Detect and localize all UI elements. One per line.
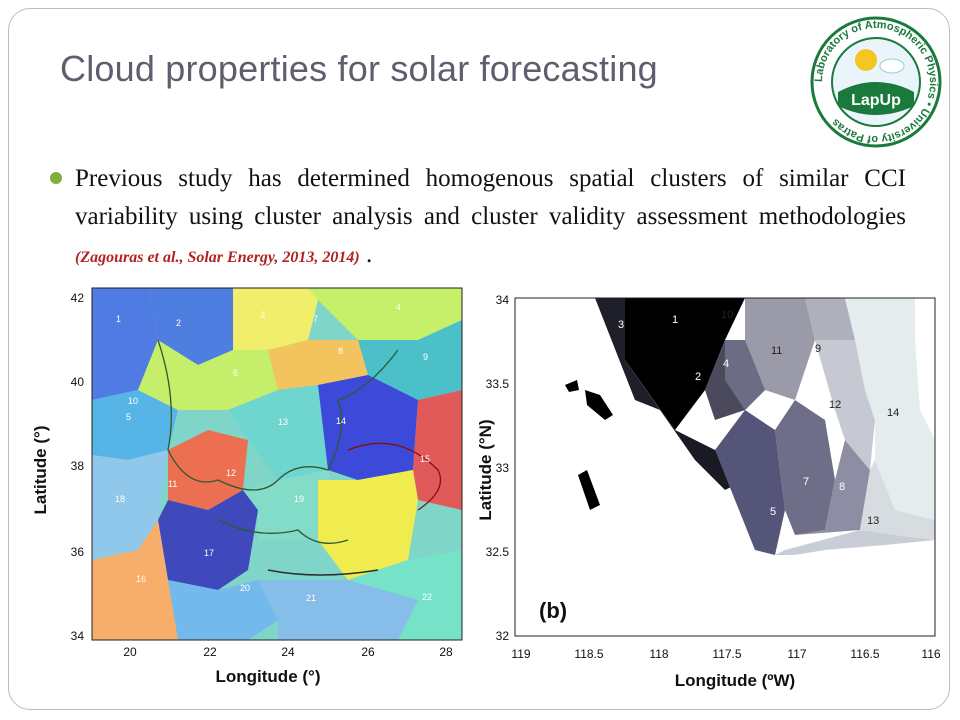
x-tick: 20 [123,645,137,659]
cluster-label: 4 [723,358,729,370]
cluster-label: 11 [168,479,177,489]
x-tick: 28 [439,645,453,659]
y-axis-title: Latitude (°N) [476,419,495,520]
panel-label: (b) [539,598,567,623]
cluster-label: 1 [672,314,678,326]
cluster-label: 14 [887,407,899,419]
x-tick: 118.5 [574,647,603,661]
cluster-label: 2 [176,318,181,328]
cluster-label: 19 [294,494,304,504]
greece-cluster-map: 1 2 3 4 5 6 7 8 9 10 11 12 13 14 15 16 1… [31,287,463,686]
x-tick: 24 [281,645,295,659]
bullet-dot-icon [50,172,62,184]
california-cluster-map: 1 2 3 4 5 6 7 8 9 10 11 12 13 14 (b) 34 … [476,293,941,690]
y-tick: 42 [71,291,85,305]
x-tick: 116.5 [850,647,879,661]
cluster-label: 5 [770,506,776,518]
y-tick: 34 [496,293,510,307]
cluster-label: 7 [313,314,318,324]
cluster-label: 1 [116,314,121,324]
cluster-label: 8 [839,481,845,493]
cluster-label: 15 [420,454,430,464]
x-axis-title: Longitude (ºW) [675,671,795,690]
x-tick: 119 [511,647,530,661]
cluster-label: 22 [422,592,432,602]
lapup-logo: Laboratory of Atmospheric Physics • Univ… [810,16,942,148]
cluster-label: 10 [721,309,733,321]
cluster-label: 3 [260,310,265,320]
cluster-label: 6 [233,368,238,378]
x-tick: 117.5 [712,647,741,661]
cluster-labels-left: 1 2 3 4 5 6 7 8 9 10 11 12 13 14 15 16 1… [115,302,432,603]
cluster-label: 2 [695,371,701,383]
bullet-body: Previous study has determined homogenous… [75,165,906,230]
y-tick: 32 [496,629,510,643]
cluster-label: 3 [618,319,624,331]
cluster-labels-right: 1 2 3 4 5 6 7 8 9 10 11 12 13 14 [618,309,899,527]
x-tick: 116 [921,647,940,661]
cluster-label: 7 [803,476,809,488]
y-tick: 36 [71,545,85,559]
cluster-label: 9 [815,343,821,355]
cluster-label: 13 [278,417,288,427]
x-tick: 22 [203,645,217,659]
y-tick: 38 [71,459,85,473]
bullet-end: . [366,241,373,268]
cluster-label: 4 [396,302,401,312]
x-tick: 26 [361,645,375,659]
cluster-label: 17 [204,548,214,558]
y-tick: 33.5 [486,377,510,391]
citation: (Zagouras et al., Solar Energy, 2013, 20… [75,249,360,266]
cluster-label: 6 [761,408,767,420]
cluster-label: 11 [771,345,782,357]
x-tick: 117 [787,647,806,661]
x-axis-title: Longitude (°) [216,667,321,686]
cluster-label: 20 [240,583,250,593]
y-tick: 40 [71,375,85,389]
x-tick: 118 [649,647,668,661]
cluster-label: 12 [226,468,236,478]
cluster-label: 9 [423,352,428,362]
sun-icon [855,49,877,71]
cluster-label: 14 [336,416,346,426]
cluster-label: 8 [338,346,343,356]
bullet-text: Previous study has determined homogenous… [75,160,906,277]
cloud-icon [879,58,905,74]
y-tick: 33 [496,461,510,475]
cluster-label: 13 [867,515,879,527]
logo-center-text: LapUp [851,92,901,109]
y-tick: 34 [71,629,85,643]
cluster-label: 21 [306,593,316,603]
cluster-label: 5 [126,412,131,422]
cluster-label: 10 [128,396,138,406]
y-axis-title: Latitude (°) [31,426,50,515]
cluster-label: 12 [829,399,841,411]
cluster-label: 18 [115,494,125,504]
slide-title: Cloud properties for solar forecasting [60,48,658,89]
y-tick: 32.5 [486,545,510,559]
cluster-label: 16 [136,574,146,584]
